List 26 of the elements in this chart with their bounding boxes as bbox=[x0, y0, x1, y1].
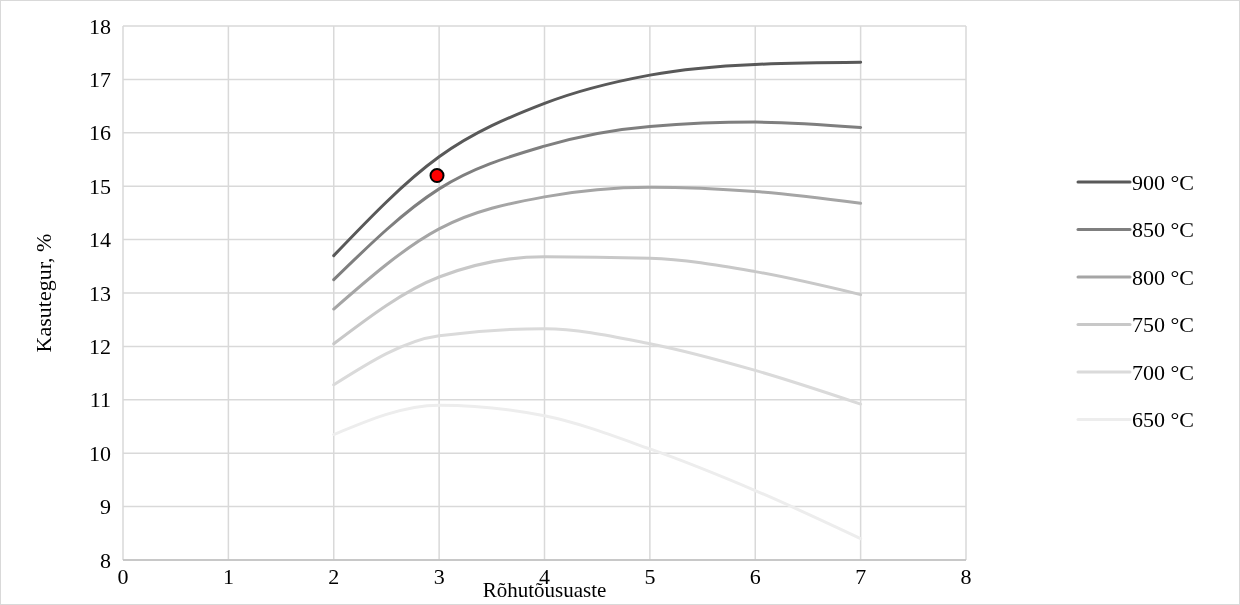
x-tick-label: 5 bbox=[644, 564, 656, 589]
y-tick-label: 10 bbox=[89, 440, 111, 466]
legend-label: 850 °C bbox=[1132, 217, 1194, 242]
y-tick-label: 18 bbox=[89, 13, 111, 39]
legend-label: 800 °C bbox=[1132, 264, 1194, 290]
x-tick-label: 8 bbox=[960, 564, 972, 589]
legend-label: 750 °C bbox=[1132, 312, 1194, 337]
x-tick-label: 7 bbox=[855, 564, 867, 589]
x-tick-label: 6 bbox=[749, 564, 761, 589]
legend-label: 650 °C bbox=[1132, 407, 1194, 432]
y-tick-label: 12 bbox=[89, 333, 111, 359]
legend-label: 700 °C bbox=[1132, 359, 1194, 385]
y-tick-label: 16 bbox=[89, 120, 111, 146]
y-tick-label: 11 bbox=[89, 387, 111, 413]
legend-label: 900 °C bbox=[1132, 169, 1194, 195]
y-tick-label: 17 bbox=[89, 66, 111, 92]
x-tick-label: 2 bbox=[328, 564, 340, 589]
x-tick-label: 1 bbox=[222, 564, 234, 589]
y-tick-label: 15 bbox=[89, 173, 111, 199]
x-tick-label: 3 bbox=[433, 564, 445, 589]
y-axis-title: Kasutegur, % bbox=[31, 233, 56, 353]
x-tick-label: 0 bbox=[117, 564, 129, 589]
y-tick-label: 9 bbox=[100, 494, 111, 520]
y-tick-label: 14 bbox=[89, 227, 111, 253]
y-tick-label: 13 bbox=[89, 280, 111, 306]
y-tick-label: 8 bbox=[100, 547, 111, 573]
